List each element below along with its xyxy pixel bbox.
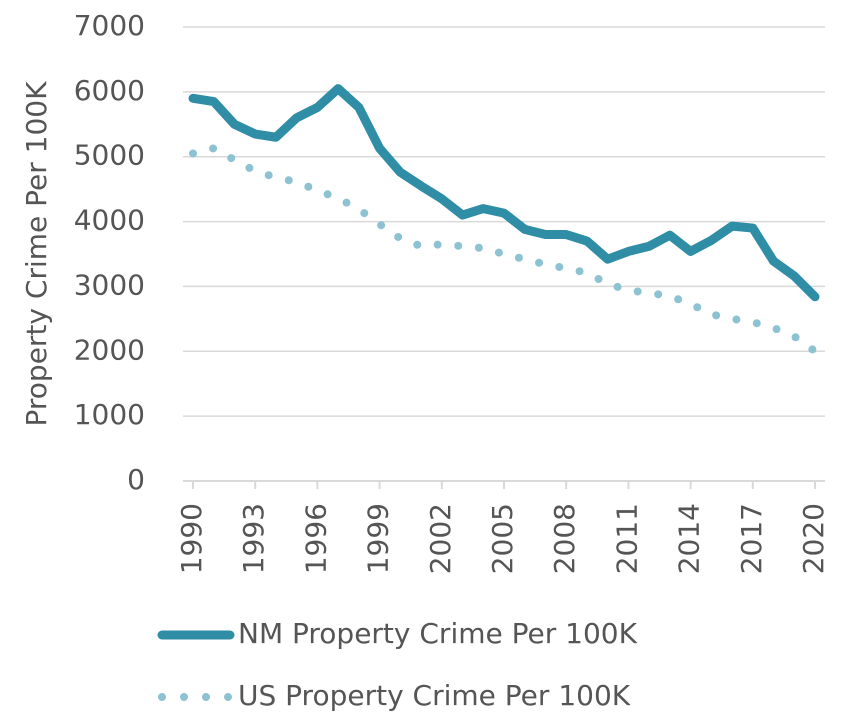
y-axis-label: Property Crime Per 100K bbox=[20, 81, 53, 427]
y-tick-label: 0 bbox=[127, 463, 145, 496]
y-tick-label: 3000 bbox=[74, 268, 145, 301]
series-line bbox=[189, 144, 819, 356]
x-tick-label: 2002 bbox=[424, 503, 457, 574]
x-tick-label: 1999 bbox=[362, 503, 395, 574]
x-tick-label: 2014 bbox=[673, 503, 706, 574]
legend-label: NM Property Crime Per 100K bbox=[238, 617, 638, 650]
legend-label: US Property Crime Per 100K bbox=[238, 679, 631, 712]
x-tick-label: 2005 bbox=[486, 503, 519, 574]
x-tick-label: 2017 bbox=[735, 503, 768, 574]
x-tick-label: 2011 bbox=[610, 503, 643, 574]
x-tick-label: 2020 bbox=[797, 503, 830, 574]
x-tick-label: 1993 bbox=[237, 503, 270, 574]
y-tick-label: 5000 bbox=[74, 139, 145, 172]
x-tick-label: 1990 bbox=[175, 503, 208, 574]
y-tick-label: 6000 bbox=[74, 74, 145, 107]
y-tick-label: 7000 bbox=[74, 9, 145, 42]
y-tick-label: 1000 bbox=[74, 398, 145, 431]
x-tick-label: 1996 bbox=[299, 503, 332, 574]
y-tick-label: 2000 bbox=[74, 333, 145, 366]
x-tick-label: 2008 bbox=[548, 503, 581, 574]
series-line bbox=[188, 84, 820, 302]
y-tick-label: 4000 bbox=[74, 204, 145, 237]
